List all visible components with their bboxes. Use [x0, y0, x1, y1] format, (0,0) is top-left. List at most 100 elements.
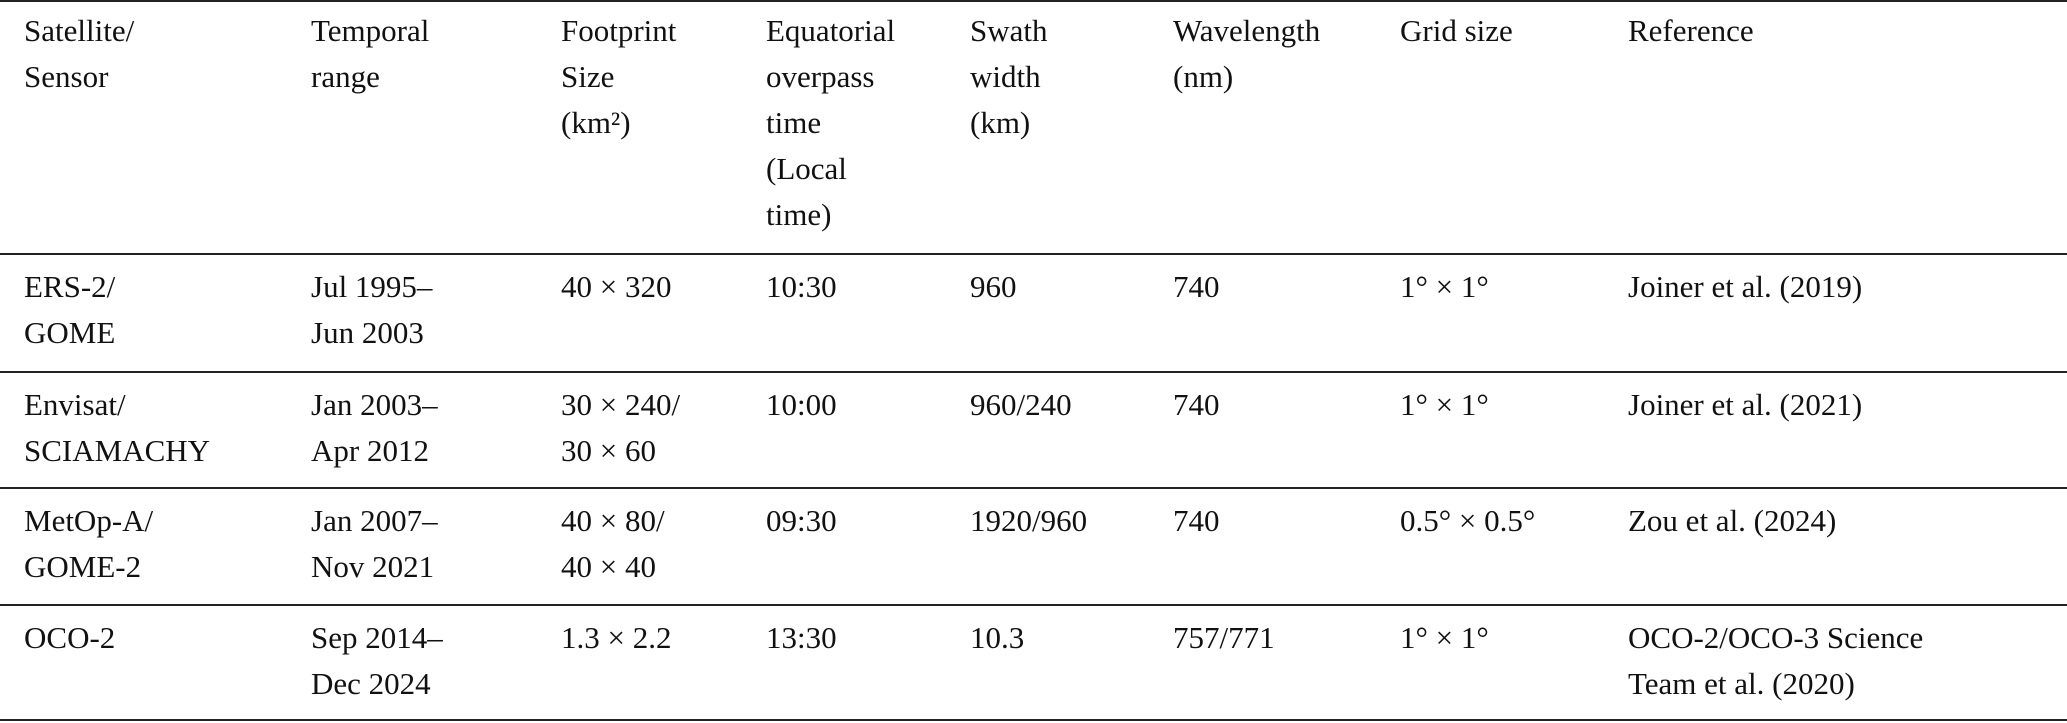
cell-line: Zou et al. (2024): [1628, 503, 1837, 538]
cell-line: Sep 2014–: [311, 620, 443, 655]
cell-line: 1.3 × 2.2: [561, 620, 672, 655]
row-rule: [0, 253, 2067, 255]
cell: 1° × 1°: [1400, 382, 1489, 428]
header-cell: Reference: [1628, 8, 1754, 54]
cell: 40 × 320: [561, 264, 671, 310]
cell: MetOp-A/GOME-2: [24, 498, 153, 590]
cell-line: Sensor: [24, 59, 109, 94]
cell-line: SCIAMACHY: [24, 433, 211, 468]
cell: 740: [1173, 498, 1220, 544]
cell: 757/771: [1173, 615, 1275, 661]
cell: 10.3: [970, 615, 1024, 661]
cell-line: 13:30: [766, 620, 837, 655]
cell-line: 10:00: [766, 387, 837, 422]
cell-line: 40 × 320: [561, 269, 672, 304]
row-rule: [0, 604, 2067, 606]
cell-line: Jun 2003: [311, 315, 424, 350]
cell-line: 40 × 40: [561, 549, 656, 584]
cell-line: Team et al. (2020): [1628, 666, 1855, 701]
cell-line: Jan 2003–: [311, 387, 438, 422]
cell: OCO-2: [24, 615, 115, 661]
header-cell: Grid size: [1400, 8, 1513, 54]
cell-line: time: [766, 105, 822, 140]
cell: 10:00: [766, 382, 837, 428]
cell: ERS-2/GOME: [24, 264, 115, 356]
cell: 1° × 1°: [1400, 615, 1489, 661]
cell-line: 10:30: [766, 269, 837, 304]
cell-line: Joiner et al. (2019): [1628, 269, 1863, 304]
cell-line: 960/240: [970, 387, 1072, 422]
cell: 13:30: [766, 615, 837, 661]
cell: 1° × 1°: [1400, 264, 1489, 310]
cell-line: Swath: [970, 13, 1048, 48]
cell-line: 960: [970, 269, 1017, 304]
cell: Sep 2014– Dec 2024: [311, 615, 443, 707]
cell-line: Satellite/: [24, 13, 135, 48]
header-cell: Temporal range: [311, 8, 429, 100]
cell-line: Grid size: [1400, 13, 1513, 48]
top-rule: [0, 0, 2067, 2]
cell-line: Joiner et al. (2021): [1628, 387, 1863, 422]
cell-line: 10.3: [970, 620, 1025, 655]
cell-line: Apr 2012: [311, 433, 429, 468]
cell: Joiner et al. (2021): [1628, 382, 1862, 428]
cell-line: 09:30: [766, 503, 837, 538]
cell-line: Size: [561, 59, 615, 94]
row-rule: [0, 487, 2067, 489]
cell: Jan 2007– Nov 2021: [311, 498, 438, 590]
cell-line: 1920/960: [970, 503, 1088, 538]
cell-line: time): [766, 197, 832, 232]
cell-line: 30 × 240/: [561, 387, 681, 422]
cell-line: (Local: [766, 151, 847, 186]
header-cell: Swath width (km): [970, 8, 1048, 146]
cell-line: 0.5° × 0.5°: [1400, 503, 1536, 538]
cell-line: 740: [1173, 269, 1220, 304]
cell-line: Wavelength: [1173, 13, 1321, 48]
cell-line: 1° × 1°: [1400, 387, 1489, 422]
cell-line: MetOp-A/: [24, 503, 154, 538]
cell-line: (nm): [1173, 59, 1234, 94]
cell-line: OCO-2/OCO-3 Science: [1628, 620, 1924, 655]
header-cell: Wavelength (nm): [1173, 8, 1320, 100]
cell-line: Envisat/: [24, 387, 126, 422]
cell-line: Nov 2021: [311, 549, 435, 584]
cell-line: Dec 2024: [311, 666, 431, 701]
cell: 1920/960: [970, 498, 1087, 544]
cell: Zou et al. (2024): [1628, 498, 1836, 544]
cell-line: (km): [970, 105, 1031, 140]
cell-line: GOME-2: [24, 549, 142, 584]
cell-line: Footprint: [561, 13, 677, 48]
cell-line: GOME: [24, 315, 116, 350]
cell-line: 757/771: [1173, 620, 1275, 655]
cell-line: width: [970, 59, 1041, 94]
row-rule: [0, 371, 2067, 373]
cell-line: Jul 1995–: [311, 269, 433, 304]
cell: Jan 2003– Apr 2012: [311, 382, 438, 474]
cell: OCO-2/OCO-3 Science Team et al. (2020): [1628, 615, 1923, 707]
cell-line: range: [311, 59, 380, 94]
cell: 740: [1173, 382, 1220, 428]
cell-line: Jan 2007–: [311, 503, 438, 538]
cell-line: ERS-2/: [24, 269, 116, 304]
cell: Envisat/SCIAMACHY: [24, 382, 210, 474]
cell: Joiner et al. (2019): [1628, 264, 1862, 310]
cell-line: (km²): [561, 105, 631, 140]
cell-line: overpass: [766, 59, 875, 94]
bottom-rule: [0, 719, 2067, 721]
cell-line: 1° × 1°: [1400, 269, 1489, 304]
cell: 10:30: [766, 264, 837, 310]
cell: 0.5° × 0.5°: [1400, 498, 1535, 544]
cell-line: 40 × 80/: [561, 503, 665, 538]
cell-line: Equatorial: [766, 13, 896, 48]
cell-line: 1° × 1°: [1400, 620, 1489, 655]
cell: 1.3 × 2.2: [561, 615, 671, 661]
cell: Jul 1995– Jun 2003: [311, 264, 432, 356]
cell: 960: [970, 264, 1017, 310]
cell-line: 740: [1173, 387, 1220, 422]
header-cell: Equatorial overpass time (Local time): [766, 8, 895, 238]
cell: 960/240: [970, 382, 1072, 428]
header-cell: Satellite/Sensor: [24, 8, 134, 100]
cell-line: 30 × 60: [561, 433, 656, 468]
header-cell: Footprint Size (km²): [561, 8, 676, 146]
